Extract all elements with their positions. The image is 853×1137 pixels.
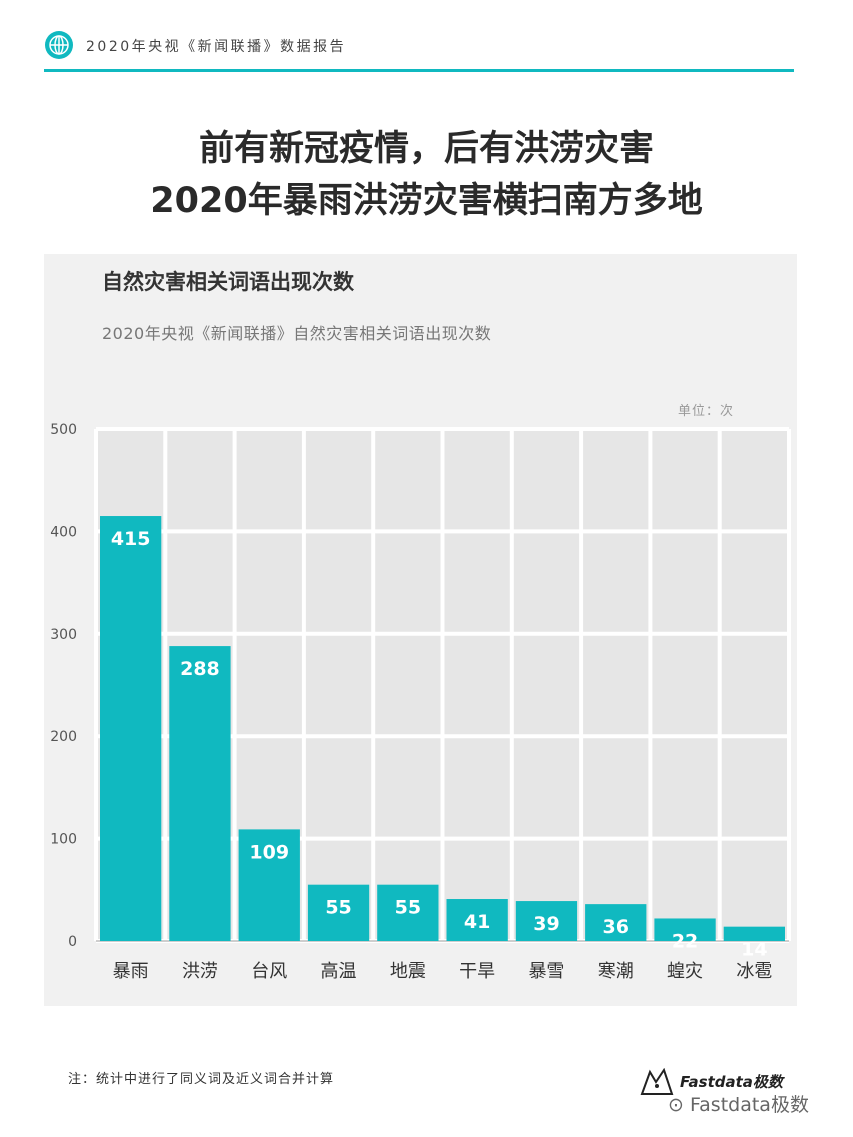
bar-value-label: 39: [533, 913, 559, 935]
chart-panel: 自然灾害相关词语出现次数 2020年央视《新闻联播》自然灾害相关词语出现次数 单…: [44, 254, 797, 1006]
header-text: 2020年央视《新闻联播》数据报告: [86, 39, 347, 55]
bar-value-label: 41: [464, 911, 490, 933]
x-tick-label: 台风: [251, 961, 287, 982]
x-tick-label: 暴雨: [113, 961, 149, 982]
globe-icon: [45, 31, 73, 59]
brand-logo: Fastdata极数: [640, 1067, 800, 1098]
report-header: 2020年央视《新闻联播》数据报告: [44, 30, 794, 72]
bar-value-label: 14: [741, 939, 767, 961]
x-tick-label: 干旱: [459, 961, 495, 982]
watermark: ⊙ Fastdata极数: [668, 1094, 809, 1116]
bar: [307, 884, 370, 941]
brand-logo-text: Fastdata极数: [680, 1073, 783, 1091]
bar-value-label: 22: [672, 930, 698, 952]
bar: [100, 516, 162, 941]
bar: [238, 829, 300, 941]
footnote: 注：统计中进行了同义词及近义词合并计算: [68, 1072, 335, 1087]
x-tick-label: 蝗灾: [667, 961, 703, 982]
bar: [654, 918, 716, 941]
bar-value-label: 36: [603, 916, 629, 938]
chart-unit-label: 单位：次: [678, 404, 735, 419]
bar: [169, 646, 231, 941]
y-tick-label: 300: [50, 627, 77, 643]
page-title-line1: 前有新冠疫情，后有洪涝灾害: [198, 129, 654, 169]
y-tick-label: 400: [50, 524, 77, 540]
header-divider: [44, 69, 794, 72]
bar-value-label: 55: [325, 897, 351, 919]
chart-subtitle: 2020年央视《新闻联播》自然灾害相关词语出现次数: [102, 324, 492, 343]
x-tick-label: 寒潮: [598, 961, 634, 982]
y-tick-label: 0: [68, 934, 77, 950]
y-tick-label: 500: [50, 422, 77, 438]
bar-chart: 0 100 200 300 400 500 415 暴雨 288 洪涝 109 台风 55 高温 55 地震 4…: [50, 422, 791, 982]
bar: [723, 926, 785, 941]
x-tick-label: 高温: [321, 961, 357, 982]
x-tick-label: 暴雪: [528, 961, 564, 982]
bar-value-label: 55: [395, 897, 421, 919]
x-tick-label: 地震: [390, 961, 426, 982]
bar: [377, 884, 439, 941]
page-title-line2: 2020年暴雨洪涝灾害横扫南方多地: [150, 181, 703, 221]
x-tick-label: 冰雹: [736, 961, 772, 982]
bar-value-label: 109: [249, 841, 289, 863]
bar-value-label: 415: [111, 528, 151, 550]
y-tick-label: 100: [50, 832, 77, 848]
y-tick-label: 200: [50, 729, 77, 745]
bar: [446, 899, 508, 941]
bar-value-label: 288: [180, 658, 220, 680]
x-tick-label: 洪涝: [182, 961, 218, 982]
bar: [585, 904, 647, 941]
chart-title: 自然灾害相关词语出现次数: [102, 270, 354, 294]
watermark-text: Fastdata极数: [689, 1094, 809, 1116]
bar: [515, 901, 578, 941]
fox-logo-icon: [640, 1067, 674, 1095]
